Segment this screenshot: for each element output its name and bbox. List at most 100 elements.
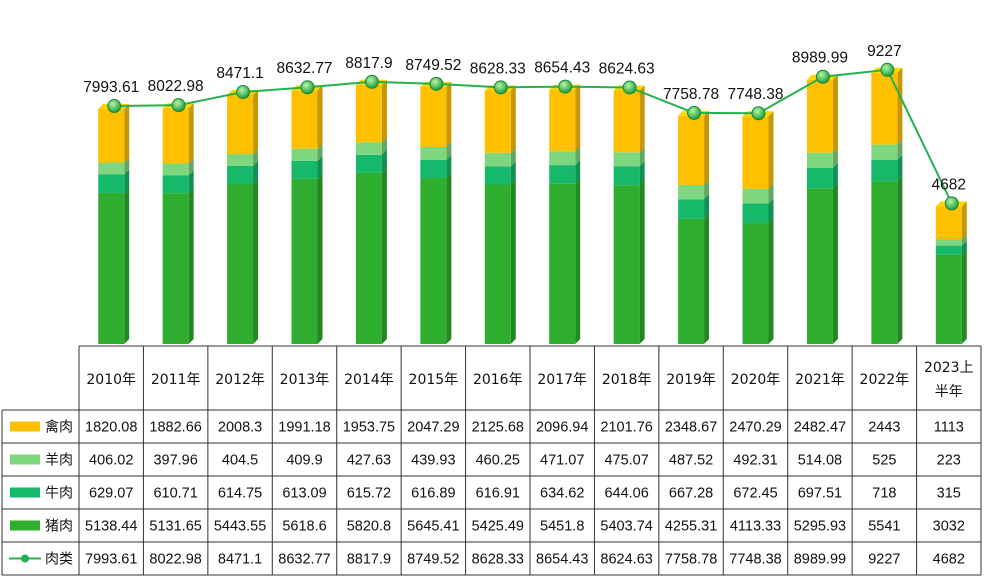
table-cell: 2470.29 — [729, 420, 781, 436]
bar-side — [961, 234, 967, 246]
bar-side — [124, 157, 130, 175]
line-marker — [429, 76, 444, 91]
category-label: 2017年 — [537, 372, 587, 388]
bar-stack — [484, 85, 516, 344]
table-cell: 460.25 — [476, 453, 520, 469]
bar-stack — [420, 81, 452, 344]
bar-side — [639, 147, 645, 167]
bar-segment — [98, 162, 125, 175]
line-marker — [107, 99, 122, 114]
table-cell: 8632.77 — [278, 552, 330, 568]
bar-side — [510, 147, 516, 167]
table-cell: 616.91 — [476, 486, 520, 502]
bar-segment — [484, 152, 511, 167]
line-marker — [493, 80, 508, 95]
bar-segment — [935, 239, 962, 246]
table-cell: 1820.08 — [85, 420, 137, 436]
table-cell: 2125.68 — [472, 420, 524, 436]
table-cell: 492.31 — [733, 453, 777, 469]
table-cell: 8817.9 — [347, 552, 391, 568]
bar-segment — [227, 94, 254, 155]
bar-stack — [162, 103, 194, 344]
bar-segment — [355, 172, 382, 344]
table-cell: 5443.55 — [214, 519, 266, 535]
bar-side — [381, 137, 387, 155]
bar-segment — [613, 152, 640, 167]
table-cell: 2096.94 — [536, 420, 588, 436]
bar-stack — [613, 85, 645, 344]
bar-side — [768, 183, 774, 204]
line-marker — [751, 106, 766, 121]
table-cell: 5451.8 — [540, 519, 584, 535]
category-label: 2014年 — [344, 372, 394, 388]
data-table: 2010年 2011年 2012年 2013年 2014年 2015年 2016年 2017年… — [1, 345, 982, 576]
bar-segment — [420, 178, 447, 344]
bar-segment — [935, 206, 962, 240]
bar-segment — [162, 193, 189, 344]
table-cell: 614.75 — [218, 486, 262, 502]
table-cell: 2101.76 — [600, 420, 652, 436]
bar-segment — [806, 152, 833, 168]
bar-segment — [742, 116, 769, 189]
stacked-bars — [98, 67, 967, 344]
bar-stack — [291, 85, 323, 344]
table-cell: 471.07 — [540, 453, 584, 469]
bar-segment — [613, 166, 640, 186]
table-cell: 5403.74 — [600, 519, 652, 535]
table-cell: 514.08 — [798, 453, 842, 469]
bar-segment — [355, 84, 382, 143]
bar-segment — [806, 167, 833, 189]
bar-segment — [291, 160, 318, 179]
bar-segment — [484, 90, 511, 153]
bar-side — [188, 188, 194, 344]
bar-segment — [871, 72, 898, 145]
table-cell: 8471.1 — [218, 552, 262, 568]
line-data-label: 9227 — [867, 43, 901, 60]
bar-stack — [227, 89, 259, 344]
table-cell: 5131.65 — [149, 519, 201, 535]
table-cell: 8022.98 — [149, 552, 201, 568]
line-marker — [558, 79, 573, 94]
table-cell: 409.9 — [286, 453, 322, 469]
bar-segment — [98, 192, 125, 344]
table-cell: 634.62 — [540, 486, 584, 502]
line-data-label: 8749.52 — [405, 57, 461, 74]
bar-side — [188, 103, 194, 164]
table-cell: 9227 — [868, 552, 900, 568]
table-cell: 7758.78 — [665, 552, 717, 568]
bar-side — [317, 155, 323, 179]
legend-label: 牛肉 — [45, 486, 73, 502]
table-cell: 4682 — [933, 552, 965, 568]
line-data-label: 7748.38 — [727, 86, 783, 103]
table-cell: 5618.6 — [282, 519, 326, 535]
line-data-label: 4682 — [932, 176, 966, 193]
category-label: 2016年 — [473, 372, 523, 388]
table-cell: 475.07 — [604, 453, 648, 469]
table-cell: 223 — [937, 453, 961, 469]
bar-segment — [549, 165, 576, 184]
table-cell: 2482.47 — [794, 420, 846, 436]
line-marker — [171, 98, 186, 113]
bar-stack — [935, 201, 967, 344]
line-data-label: 8654.43 — [534, 60, 590, 77]
line-data-label: 8989.99 — [792, 50, 848, 67]
total-line: 7993.61 8022.98 8471.1 8632.77 8817.9 8749.52… — [83, 43, 966, 211]
table-cell: 8989.99 — [794, 552, 846, 568]
bar-segment — [742, 203, 769, 224]
bar-side — [639, 161, 645, 186]
bar-segment — [420, 159, 447, 179]
bar-side — [253, 160, 259, 184]
bar-segment — [871, 144, 898, 161]
category-label: 2015年 — [409, 372, 459, 388]
table-cell: 697.51 — [798, 486, 842, 502]
bar-side — [961, 240, 967, 255]
category-label: 半年 — [935, 384, 963, 400]
bar-side — [575, 160, 581, 184]
bar-side — [832, 74, 838, 153]
category-label: 2021年 — [795, 372, 845, 388]
table-cell: 667.28 — [669, 486, 713, 502]
bar-segment — [420, 146, 447, 160]
bar-side — [446, 173, 452, 344]
table-cell: 610.71 — [153, 486, 197, 502]
table-cell: 404.5 — [222, 453, 258, 469]
